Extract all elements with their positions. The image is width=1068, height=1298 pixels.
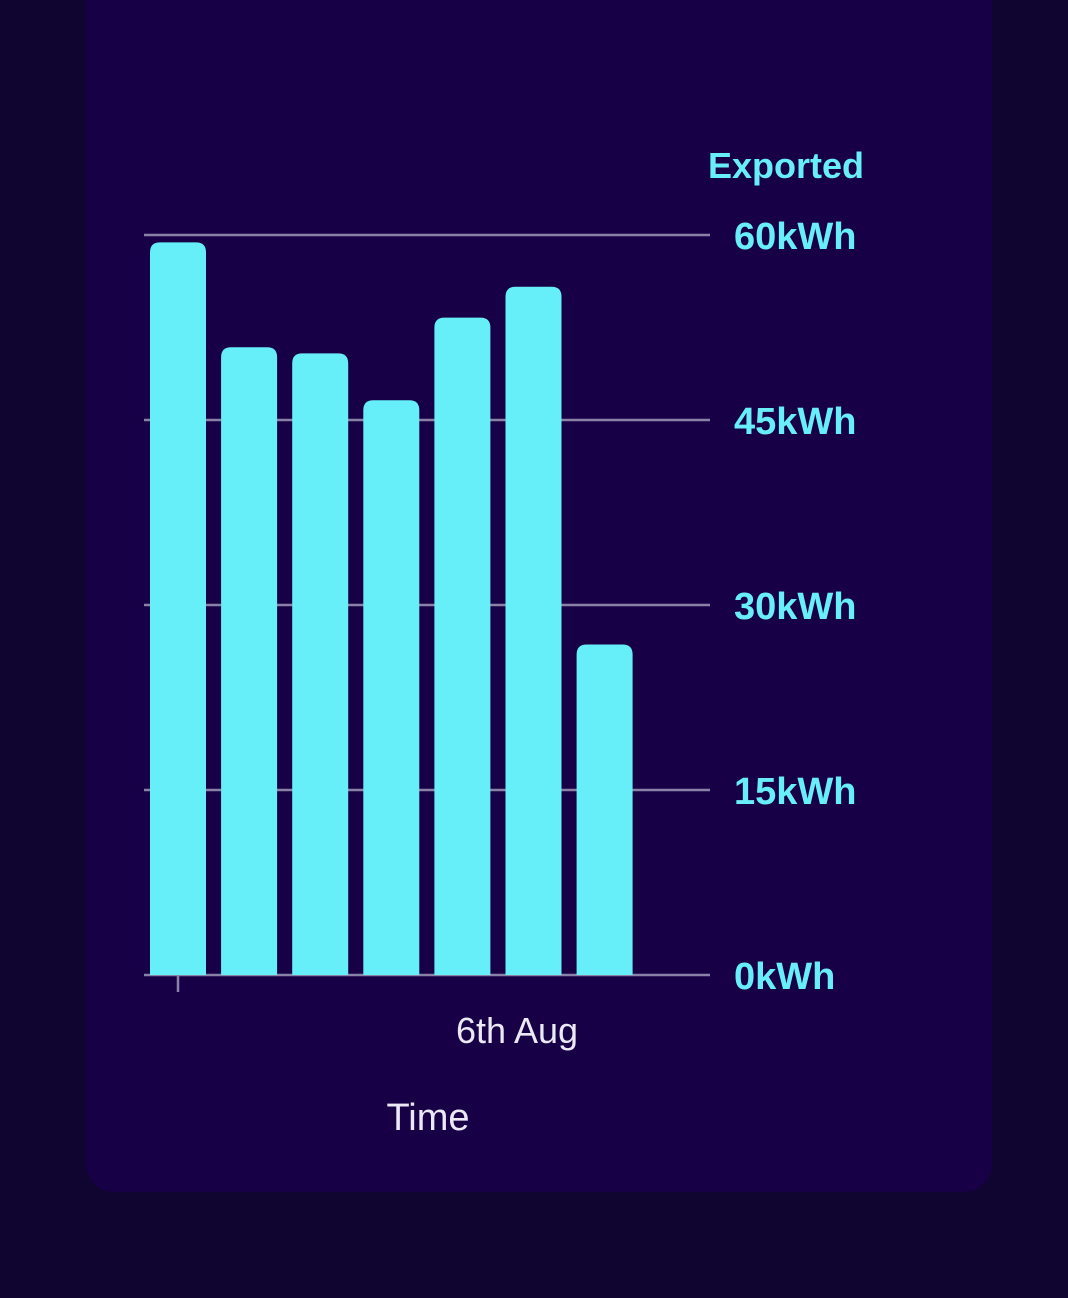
bar[interactable] xyxy=(363,400,420,975)
y-tick-label: 60kWh xyxy=(734,216,856,258)
y-tick-label: 45kWh xyxy=(734,401,856,443)
y-tick-labels: 0kWh 15kWh 30kWh 45kWh 60kWh xyxy=(734,216,856,998)
y-tick-label: 30kWh xyxy=(734,586,856,628)
x-tick-label: 6th Aug xyxy=(456,1010,578,1051)
y-tick-label: 0kWh xyxy=(734,956,835,998)
bar[interactable] xyxy=(221,347,278,975)
y-tick-label: 15kWh xyxy=(734,771,856,813)
bars xyxy=(150,242,633,976)
bar[interactable] xyxy=(434,317,491,976)
bar[interactable] xyxy=(576,644,633,975)
bar[interactable] xyxy=(150,242,206,975)
bar[interactable] xyxy=(292,353,349,975)
x-axis-title: Time xyxy=(386,1097,469,1139)
x-tick-labels: 6th Aug xyxy=(456,1010,578,1051)
bar[interactable] xyxy=(505,286,562,975)
y-axis-title: Exported xyxy=(708,145,864,186)
